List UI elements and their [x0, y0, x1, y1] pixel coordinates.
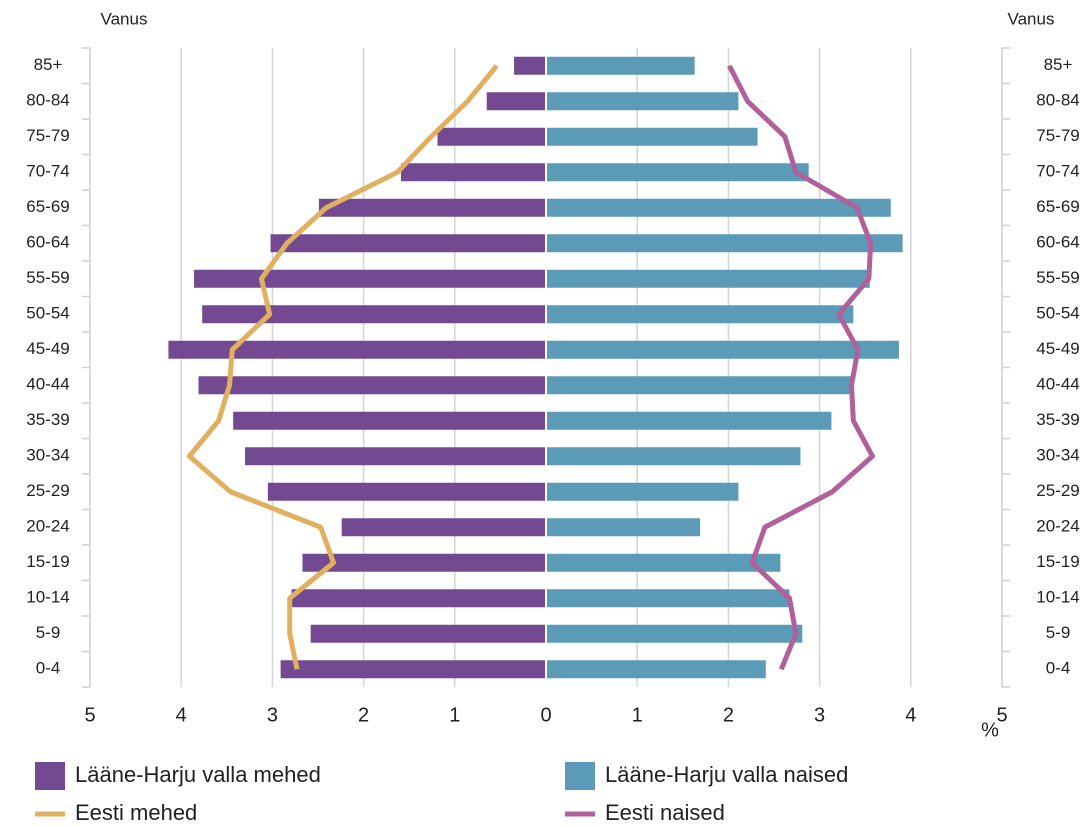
y-tick-label: 30-34: [1036, 446, 1079, 465]
line: [186, 64, 499, 670]
y-tick-label: 40-44: [26, 375, 69, 394]
y-tick-label: 25-29: [26, 481, 69, 500]
y-tick-label: 35-39: [1036, 410, 1079, 429]
y-tick-label: 5-9: [1046, 623, 1071, 642]
y-tick-label: 65-69: [26, 197, 69, 216]
bar: [193, 269, 546, 288]
bar: [400, 163, 546, 182]
bar: [546, 92, 739, 111]
bar: [546, 589, 790, 608]
y-tick-label: 10-14: [1036, 588, 1079, 607]
y-tick-label: 40-44: [1036, 375, 1079, 394]
legend-label: Lääne-Harju valla mehed: [75, 762, 321, 787]
bar: [546, 56, 695, 75]
y-tick-label: 20-24: [26, 517, 69, 536]
x-tick-label: 4: [176, 704, 187, 726]
legend-swatch: [35, 762, 65, 790]
y-tick-label: 50-54: [26, 304, 69, 323]
y-tick-label: 0-4: [36, 659, 61, 678]
y-tick-label: 75-79: [26, 126, 69, 145]
y-tick-label: 25-29: [1036, 481, 1079, 500]
x-tick-label: 3: [267, 704, 278, 726]
bar: [514, 56, 546, 75]
x-tick-label: 4: [905, 704, 916, 726]
x-tick-label: 3: [814, 704, 825, 726]
y-tick-label: 20-24: [1036, 517, 1079, 536]
y-tick-label: 65-69: [1036, 197, 1079, 216]
bar: [546, 624, 803, 643]
bar: [486, 92, 546, 111]
y-tick-label: 30-34: [26, 446, 69, 465]
bar: [310, 624, 546, 643]
y-tick-label: 50-54: [1036, 304, 1079, 323]
bar: [341, 518, 546, 537]
y-tick-label: 15-19: [1036, 552, 1079, 571]
bar: [546, 127, 758, 146]
y-tick-label: 80-84: [1036, 91, 1079, 110]
bar: [168, 340, 546, 359]
x-axis-label: %: [981, 719, 999, 741]
bar: [546, 553, 781, 572]
bar: [270, 234, 546, 253]
bar: [546, 482, 739, 501]
x-tick-label: 0: [540, 704, 551, 726]
bar: [202, 305, 546, 324]
x-tick-label: 5: [996, 704, 1007, 726]
bar: [546, 163, 809, 182]
bar: [546, 376, 852, 395]
y-tick-label: 55-59: [26, 268, 69, 287]
legend-label: Eesti naised: [605, 800, 725, 825]
legend-label: Eesti mehed: [75, 800, 197, 825]
y-tick-label: 75-79: [1036, 126, 1079, 145]
y-tick-label: 80-84: [26, 91, 69, 110]
y-tick-label: 60-64: [26, 233, 69, 252]
bar: [546, 234, 903, 253]
y-axis-label-left: Vanus: [101, 9, 148, 28]
y-axis-label-right: Vanus: [1008, 9, 1055, 28]
y-tick-label: 45-49: [1036, 339, 1079, 358]
y-tick-label: 70-74: [1036, 162, 1079, 181]
bar: [546, 340, 899, 359]
y-tick-label: 70-74: [26, 162, 69, 181]
y-tick-label: 0-4: [1046, 659, 1071, 678]
y-tick-label: 85+: [1044, 55, 1073, 74]
bar: [245, 447, 547, 466]
legend-swatch: [565, 762, 595, 790]
bar: [280, 660, 546, 679]
y-tick-label: 45-49: [26, 339, 69, 358]
bar: [546, 198, 891, 217]
y-tick-label: 55-59: [1036, 268, 1079, 287]
y-tick-label: 15-19: [26, 552, 69, 571]
bar: [198, 376, 546, 395]
bar: [302, 553, 546, 572]
x-tick-label: 2: [358, 704, 369, 726]
x-tick-label: 2: [723, 704, 734, 726]
bar: [291, 589, 546, 608]
bar: [546, 411, 832, 430]
bar: [546, 518, 701, 537]
x-tick-label: 5: [84, 704, 95, 726]
legend-label: Lääne-Harju valla naised: [605, 762, 848, 787]
bar: [546, 269, 870, 288]
bar: [318, 198, 546, 217]
bar: [437, 127, 546, 146]
y-tick-label: 85+: [34, 55, 63, 74]
bar: [233, 411, 546, 430]
y-tick-label: 60-64: [1036, 233, 1079, 252]
y-tick-label: 35-39: [26, 410, 69, 429]
x-tick-label: 1: [449, 704, 460, 726]
x-tick-label: 1: [632, 704, 643, 726]
y-tick-label: 5-9: [36, 623, 61, 642]
bar: [546, 305, 854, 324]
bar: [267, 482, 546, 501]
bar: [546, 660, 766, 679]
line: [727, 64, 875, 671]
bar: [546, 447, 801, 466]
y-tick-label: 10-14: [26, 588, 69, 607]
